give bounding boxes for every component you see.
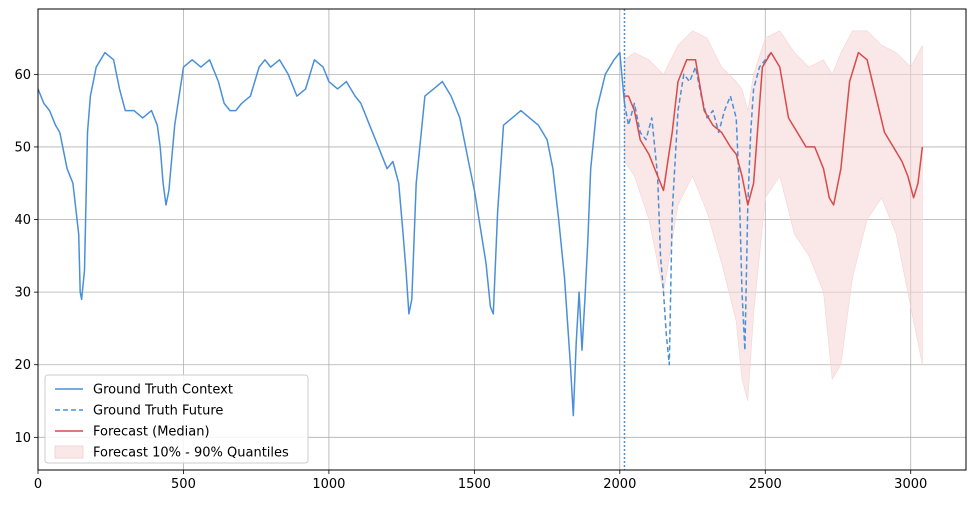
y-tick-label: 20 bbox=[14, 358, 31, 373]
legend-box bbox=[44, 374, 309, 464]
x-tick-label: 2500 bbox=[749, 477, 782, 492]
quantile-band-layer bbox=[624, 30, 923, 402]
y-tick-label: 60 bbox=[14, 68, 31, 83]
y-tick-label: 40 bbox=[14, 213, 31, 228]
x-tick-label: 2000 bbox=[603, 477, 636, 492]
legend: Ground Truth Context Ground Truth Future F… bbox=[44, 374, 309, 464]
x-tick-label: 500 bbox=[171, 477, 196, 492]
context-series-line bbox=[37, 51, 626, 417]
x-tick-label: 1000 bbox=[312, 477, 345, 492]
legend-band-label: Forecast 10% - 90% Quantiles bbox=[93, 446, 289, 461]
legend-future-label: Ground Truth Future bbox=[93, 404, 223, 419]
legend-context-label: Ground Truth Context bbox=[93, 383, 233, 398]
y-tick-label: 50 bbox=[14, 140, 31, 155]
forecast-median-line bbox=[624, 51, 924, 206]
plot-frame bbox=[37, 8, 967, 471]
series-layer bbox=[37, 51, 924, 417]
axis-ticks: 0 500 1000 1500 2000 2500 3000 10 20 30 40 50 60 bbox=[14, 68, 927, 492]
quantile-band-area bbox=[624, 30, 923, 402]
legend-median-label: Forecast (Median) bbox=[93, 425, 210, 440]
x-tick-label: 3000 bbox=[894, 477, 927, 492]
y-tick-label: 10 bbox=[14, 431, 31, 446]
legend-band-swatch bbox=[54, 445, 84, 459]
x-tick-label: 0 bbox=[34, 477, 42, 492]
future-series-line bbox=[623, 52, 772, 366]
y-tick-label: 30 bbox=[14, 286, 31, 301]
x-tick-label: 1500 bbox=[458, 477, 491, 492]
